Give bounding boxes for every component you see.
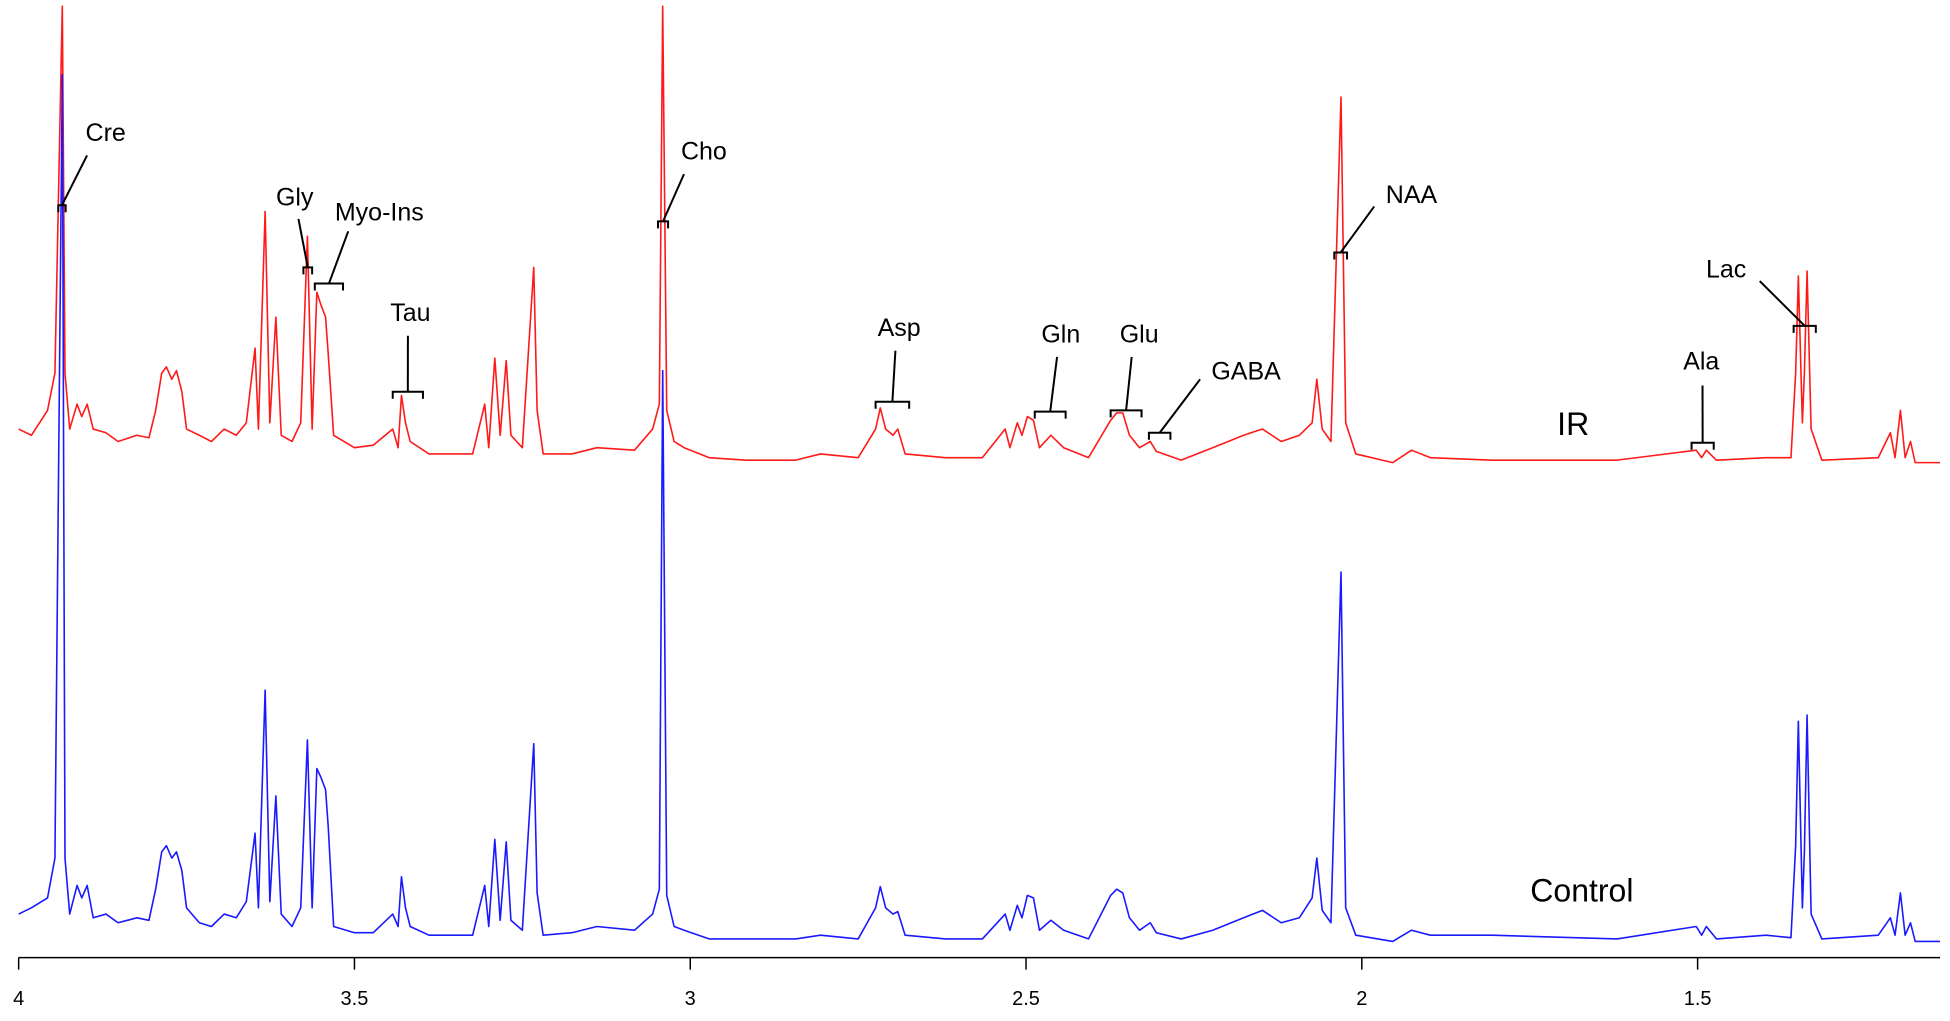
spectrum-line <box>18 5 1941 464</box>
bracket <box>657 220 670 229</box>
bracket <box>1792 324 1817 333</box>
leader-line <box>61 155 88 206</box>
bracket <box>1333 251 1349 260</box>
leader-line <box>1049 356 1059 412</box>
annotation-label: Gly <box>276 184 314 212</box>
x-tick-label: 4 <box>13 988 24 1010</box>
bracket <box>1033 410 1067 419</box>
leader-line <box>891 350 897 402</box>
series-label: Control <box>1530 872 1633 908</box>
leader-line <box>662 173 685 222</box>
x-tick-label: 2.5 <box>1012 988 1040 1010</box>
annotation-label: Ala <box>1683 348 1719 376</box>
x-tick-label: 3 <box>685 988 696 1010</box>
annotation-label: Tau <box>390 299 430 327</box>
bracket <box>1690 441 1715 450</box>
annotation-label: Asp <box>878 314 921 342</box>
bracket <box>313 282 345 291</box>
series-label: IR <box>1557 406 1589 442</box>
leader-line <box>1759 280 1806 327</box>
bracket <box>302 266 314 275</box>
leader-line <box>327 230 350 284</box>
bracket <box>391 390 424 399</box>
annotation-label: GABA <box>1211 358 1281 386</box>
annotation-label: Myo-Ins <box>335 199 424 227</box>
annotation-label: Cho <box>681 138 727 166</box>
annotation-label: Cre <box>86 119 126 147</box>
leader-line <box>1339 205 1376 254</box>
x-tick-label: 1.5 <box>1684 988 1712 1010</box>
x-tick-label: 2 <box>1356 988 1367 1010</box>
annotation-label: Gln <box>1041 320 1080 348</box>
leader-line <box>1158 378 1201 434</box>
annotation-label: Glu <box>1120 320 1159 348</box>
annotation-label: NAA <box>1386 181 1438 209</box>
annotation-label: Lac <box>1706 256 1746 284</box>
leader-line <box>1125 356 1133 411</box>
x-tick-label: 3.5 <box>341 988 369 1010</box>
bracket <box>57 204 67 213</box>
spectrum-line <box>18 73 1941 943</box>
leader-line <box>297 218 309 268</box>
bracket <box>1147 431 1172 440</box>
